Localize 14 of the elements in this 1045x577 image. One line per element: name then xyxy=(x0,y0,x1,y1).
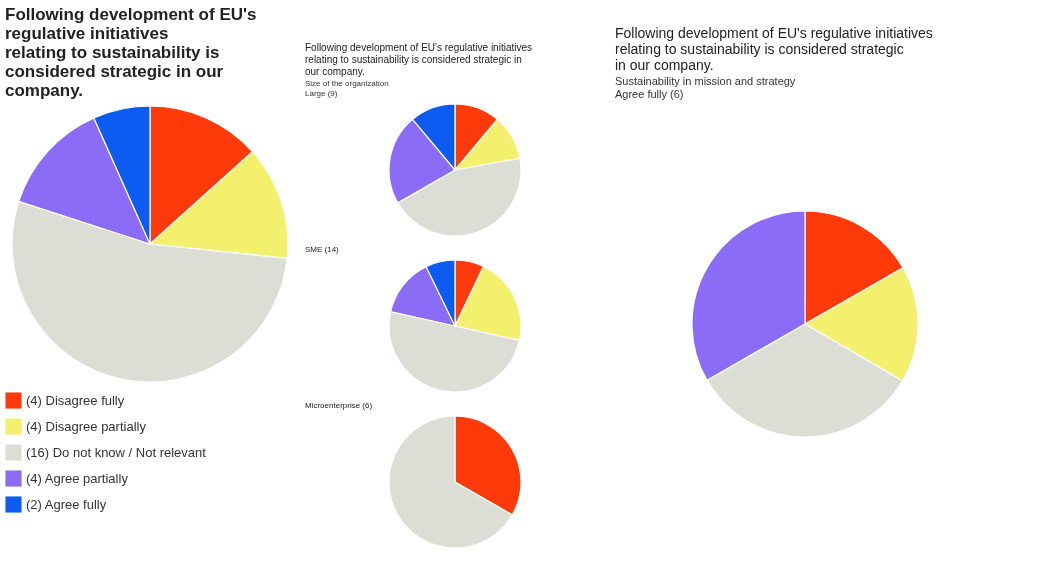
chart-subtitle: Size of the organization xyxy=(305,78,389,88)
chart-title: Following development of EU's regulative initiatives relating to sustainability is considered strategic in our company. xyxy=(305,41,533,77)
legend-label: (2) Agree fully xyxy=(26,496,107,512)
legend-label: (4) Disagree partially xyxy=(26,418,147,434)
text: Large (9) xyxy=(305,88,338,98)
chart-title: Microenterprise (6) xyxy=(305,400,373,410)
legend-label: (4) Agree partially xyxy=(26,470,129,486)
text: Agree fully (6) xyxy=(615,88,684,100)
legend-label: (16) Do not know / Not relevant xyxy=(26,444,207,460)
chart-title: Following development of EU's regulative initiatives relating to sustainability is considered strategic in our company. xyxy=(5,4,257,100)
chart-title: Following development of EU's regulative initiatives relating to sustainability is considered strategic in our company. xyxy=(615,25,933,73)
chart-subtitle: Sustainability in mission and strategy xyxy=(615,75,796,87)
legend-label: (4) Disagree fully xyxy=(26,392,125,408)
text: SME (14) xyxy=(305,244,340,254)
